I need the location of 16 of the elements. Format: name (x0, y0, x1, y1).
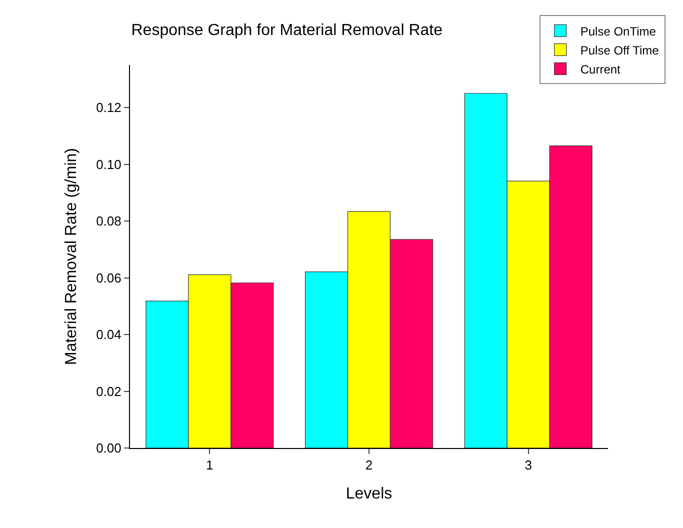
chart-title: Response Graph for Material Removal Rate (131, 22, 443, 39)
x-tick-label: 3 (524, 458, 532, 473)
y-tick-label: 0.02 (96, 384, 122, 399)
y-tick-label: 0.00 (96, 440, 122, 456)
y-tick-label: 0.08 (96, 214, 122, 229)
legend-label: Pulse OnTime (580, 24, 656, 38)
y-axis-title: Material Removal Rate (g/min) (62, 148, 80, 365)
x-tick-label: 1 (206, 458, 214, 473)
x-tick-label: 2 (365, 458, 373, 473)
y-tick-label: 0.04 (96, 327, 122, 342)
y-tick-label: 0.06 (96, 270, 122, 286)
y-tick-label: 0.12 (96, 100, 122, 116)
x-axis-title: Levels (346, 485, 392, 502)
legend-label: Pulse Off Time (580, 43, 660, 58)
y-tick-label: 0.10 (96, 156, 122, 172)
legend-label: Current (580, 62, 622, 76)
